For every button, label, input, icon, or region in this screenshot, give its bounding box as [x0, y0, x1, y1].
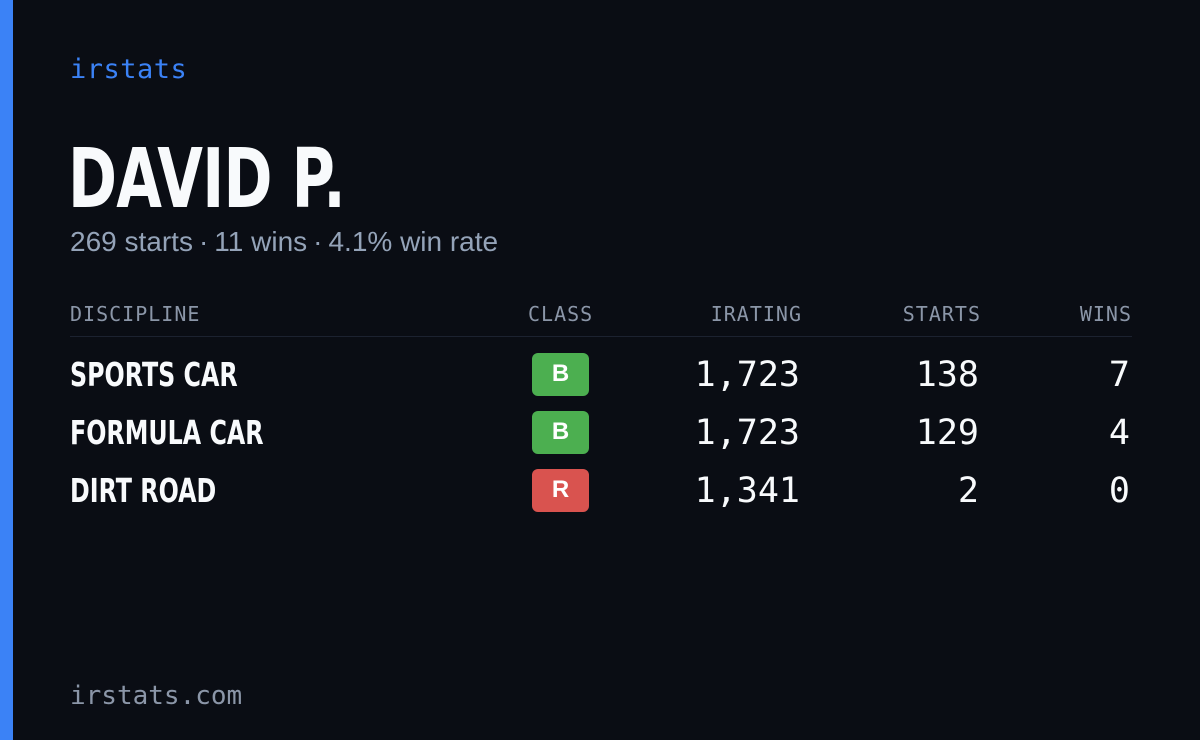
row-wins: 7	[1108, 355, 1130, 395]
class-badge: B	[532, 411, 589, 454]
summary-separator: ·	[198, 226, 209, 257]
driver-name: DAVID P.	[68, 132, 346, 227]
summary-starts: 269 starts	[70, 226, 193, 257]
row-wins: 4	[1108, 413, 1130, 453]
header-wins: WINS	[1079, 302, 1132, 326]
summary-win-rate: 4.1% win rate	[328, 226, 499, 257]
stats-table: DISCIPLINE CLASS IRATING STARTS WINS SPO…	[70, 298, 1132, 512]
header-irating: IRATING	[710, 302, 802, 326]
row-starts: 129	[915, 413, 979, 453]
class-badge: B	[532, 353, 589, 396]
header-discipline: DISCIPLINE	[70, 302, 201, 326]
summary-separator: ·	[313, 226, 323, 257]
table-row: DIRT ROAD R 1,341 2 0	[70, 453, 1132, 512]
row-discipline: DIRT ROAD	[70, 471, 217, 510]
header-class: CLASS	[528, 302, 594, 326]
table-row: FORMULA CAR B 1,723 129 4	[70, 395, 1132, 454]
row-starts: 138	[915, 355, 979, 395]
row-starts: 2	[957, 471, 979, 511]
driver-summary: 269 starts · 11 wins · 4.1% win rate	[70, 226, 498, 258]
table-row: SPORTS CAR B 1,723 138 7	[70, 337, 1132, 396]
row-discipline: FORMULA CAR	[70, 413, 264, 452]
row-discipline: SPORTS CAR	[70, 355, 238, 394]
row-wins: 0	[1108, 471, 1130, 511]
footer-url: irstats.com	[70, 681, 243, 711]
accent-bar	[0, 0, 13, 740]
row-irating: 1,723	[694, 355, 800, 395]
summary-wins: 11 wins	[214, 226, 308, 257]
row-irating: 1,723	[694, 413, 800, 453]
header-starts: STARTS	[902, 302, 981, 326]
class-badge: R	[532, 469, 589, 512]
brand-logo: irstats	[70, 54, 188, 85]
table-header: DISCIPLINE CLASS IRATING STARTS WINS	[70, 298, 1132, 337]
row-irating: 1,341	[694, 471, 800, 511]
